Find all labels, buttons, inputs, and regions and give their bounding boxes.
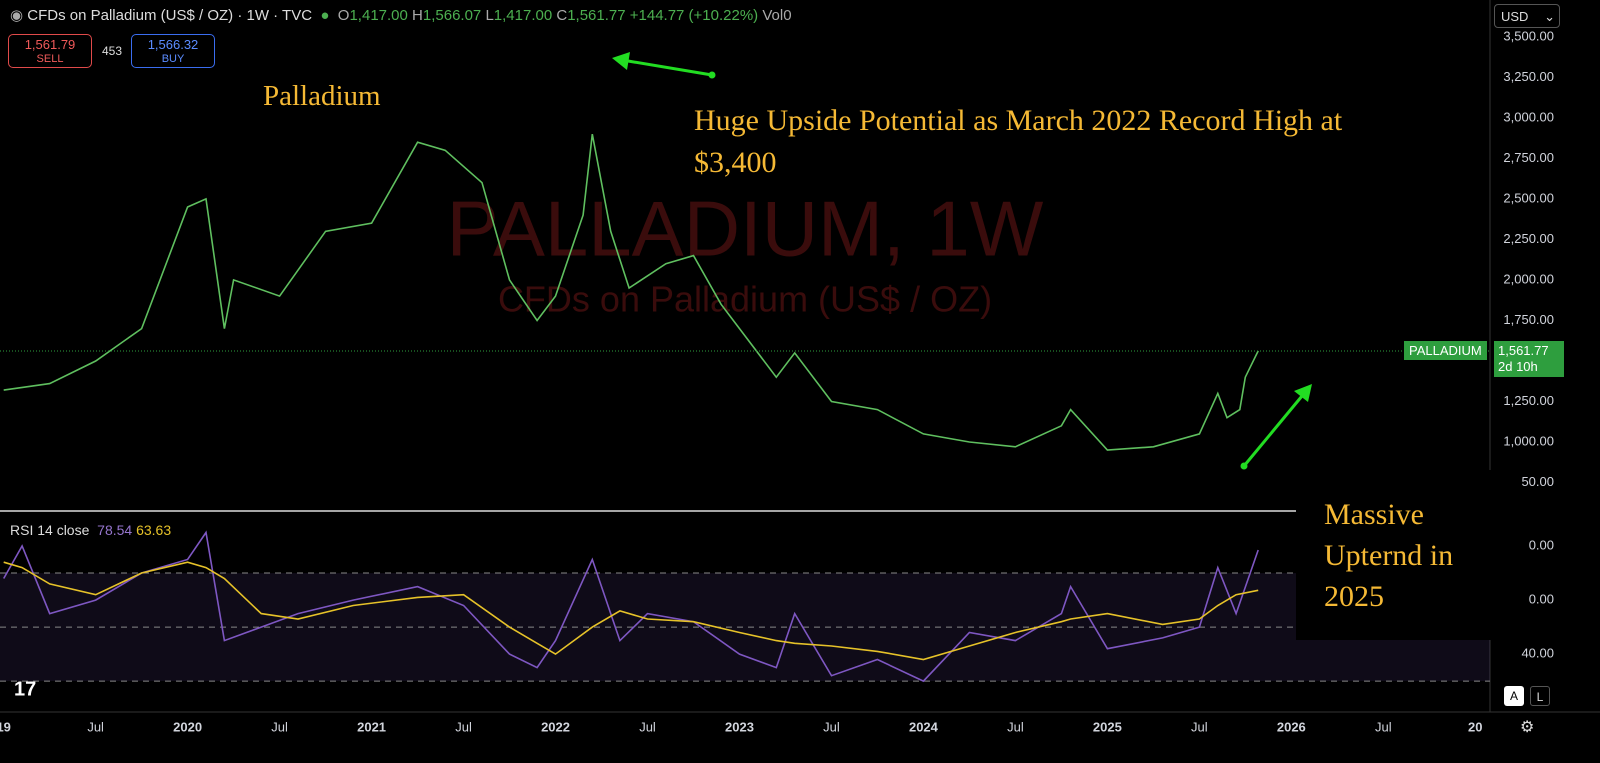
logo: 17	[14, 678, 36, 700]
arrow	[1240, 384, 1312, 470]
rsi-ma-value: 63.63	[136, 522, 172, 538]
sell-price: 1,561.79	[24, 37, 76, 52]
l-label: L	[485, 7, 494, 24]
volume: Vol0	[762, 7, 792, 24]
x-tick-label: 20	[1468, 719, 1482, 734]
sell-label: SELL	[36, 53, 64, 65]
x-tick-label: 2020	[173, 719, 202, 734]
x-tick-label: Jul	[1191, 719, 1208, 734]
x-tick-label: 19	[0, 719, 11, 734]
rsi-legend: RSI 14 close 78.54 63.63	[10, 522, 171, 538]
change: +144.77 (+10.22%)	[629, 7, 759, 24]
series-line	[3, 133, 1259, 451]
y-tick-label: 2,750.00	[1503, 150, 1554, 165]
price-tag-countdown: 2d 10h	[1498, 358, 1538, 374]
currency: USD	[1501, 9, 1529, 24]
series-line	[3, 530, 1259, 683]
x-tick-label: 2023	[725, 719, 754, 734]
y-tick-label: 1,750.00	[1503, 312, 1554, 327]
y-tick-label: 50.00	[1521, 474, 1554, 489]
y-tick-label: 2,500.00	[1503, 190, 1554, 205]
annotation: Palladium	[263, 80, 381, 112]
x-tick-label: Jul	[87, 719, 104, 734]
annotation: Huge Upside Potential as March 2022 Reco…	[686, 96, 1432, 188]
header: ◉ CFDs on Palladium (US$ / OZ) · 1W · TV…	[10, 6, 792, 24]
rsi-title: RSI 14 close	[10, 522, 90, 538]
y-tick-label: 40.00	[1521, 646, 1554, 661]
o-label: O	[337, 7, 350, 24]
x-tick-label: Jul	[823, 719, 840, 734]
auto-button[interactable]: A	[1504, 686, 1524, 706]
status-dot: ●	[316, 7, 334, 24]
rsi-band	[0, 573, 1490, 682]
icon: ◉	[10, 7, 24, 24]
high: 1,566.07	[422, 7, 482, 24]
price-tag-name: PALLADIUM	[1404, 340, 1487, 360]
y-tick-label: 0.00	[1529, 591, 1554, 606]
sell-button[interactable]: 1,561.79 SELL	[8, 34, 92, 68]
open: 1,417.00	[349, 7, 408, 24]
arrow	[612, 52, 716, 79]
currency-select[interactable]: USD ⌄	[1494, 4, 1560, 28]
watermark: PALLADIUM, 1W	[447, 185, 1044, 273]
x-tick-label: 2026	[1277, 719, 1306, 734]
x-tick-label: Jul	[639, 719, 656, 734]
y-tick-label: 2,250.00	[1503, 231, 1554, 246]
x-tick-label: 2021	[357, 719, 386, 734]
y-tick-label: 1,000.00	[1503, 433, 1554, 448]
buy-button[interactable]: 1,566.32 BUY	[131, 34, 215, 68]
settings[interactable]: ⚙	[1520, 719, 1535, 736]
y-tick-label: 3,500.00	[1503, 28, 1554, 43]
y-tick-label: 3,000.00	[1503, 109, 1554, 124]
spread: 453	[102, 44, 123, 58]
log-button[interactable]: L	[1530, 686, 1550, 706]
rsi-value: 78.54	[97, 522, 133, 538]
buy-price: 1,566.32	[147, 37, 199, 52]
x-tick-label: 2022	[541, 719, 570, 734]
series-line	[3, 561, 1259, 661]
y-tick-label: 0.00	[1529, 537, 1554, 552]
close: 1,561.77	[567, 7, 626, 24]
low: 1,417.00	[493, 7, 553, 24]
price-tag-price: 1,561.77	[1498, 342, 1549, 358]
x-tick-label: 2025	[1093, 719, 1122, 734]
x-tick-label: Jul	[271, 719, 288, 734]
x-tick-label: Jul	[1007, 719, 1024, 734]
x-tick-label: 2024	[909, 719, 939, 734]
x-tick-label: Jul	[1375, 719, 1392, 734]
buy-label: BUY	[161, 53, 185, 65]
h-label: H	[412, 7, 423, 24]
symbol: CFDs on Palladium (US$ / OZ) · 1W · TVC	[27, 7, 313, 24]
y-tick-label: 2,000.00	[1503, 271, 1554, 286]
watermark-sub: CFDs on Palladium (US$ / OZ)	[498, 279, 992, 320]
y-tick-label: 1,250.00	[1503, 393, 1554, 408]
x-tick-label: Jul	[455, 719, 472, 734]
annotation: Massive Upternd in 2025	[1296, 470, 1500, 640]
y-tick-label: 3,250.00	[1503, 69, 1554, 84]
c-label: C	[556, 7, 568, 24]
